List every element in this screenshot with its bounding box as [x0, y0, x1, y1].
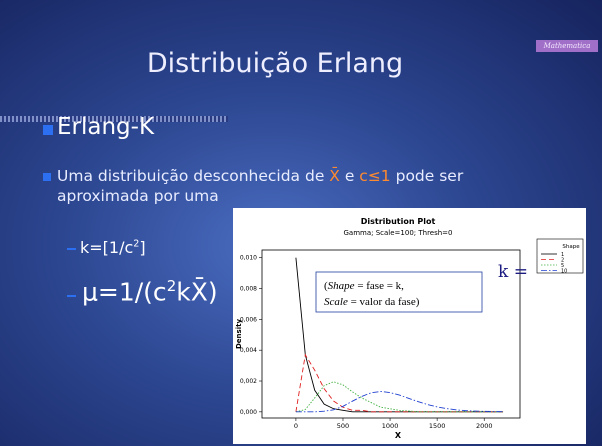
text: μ=1/(c: [82, 277, 167, 307]
text: c≤1: [359, 167, 391, 185]
text: = fase = k,: [355, 280, 405, 292]
chart-title: Distribution Plot: [361, 217, 436, 226]
text: 2: [166, 277, 177, 295]
chart-panel: [233, 208, 586, 444]
bullet-marker: [43, 125, 53, 135]
chart: Distribution Plot Gamma; Scale=100; Thre…: [233, 208, 586, 444]
annotation-box: [315, 271, 483, 313]
text: (: [324, 280, 328, 292]
side-note: k =: [498, 262, 528, 282]
sub-bullet: k=[1/c2]: [80, 238, 146, 257]
bullet: Erlang-K: [57, 114, 155, 140]
y-axis-label: Density: [235, 319, 243, 349]
slide-title: Distribuição Erlang: [146, 48, 404, 79]
legend-label: 2: [561, 258, 564, 264]
x-axis-label: X: [395, 431, 402, 440]
y-tick-label: 0,008: [240, 286, 257, 293]
y-tick-label: 0,004: [240, 347, 257, 354]
chart-subtitle: Gamma; Scale=100; Thresh=0: [343, 229, 452, 237]
x-tick-label: 1500: [429, 422, 446, 430]
sub-bullet-marker: [67, 248, 76, 250]
x-tick-label: 500: [337, 422, 349, 430]
series-line: [295, 381, 504, 413]
sub-bullet-marker: [67, 295, 76, 297]
legend-label: 5: [561, 263, 564, 269]
text: kX̄): [176, 277, 218, 307]
legend-label: 10: [561, 269, 567, 275]
y-tick-label: 0,010: [240, 255, 257, 262]
stripe: [0, 116, 228, 122]
legend-label: 1: [561, 252, 564, 258]
text: 2: [133, 238, 140, 250]
annotation: (Shape = fase = k,: [324, 280, 404, 292]
y-tick-label: 0,000: [240, 409, 257, 416]
text: = valor da fase): [348, 296, 420, 308]
legend-box: [536, 238, 584, 274]
legend-title: Shape: [562, 244, 580, 250]
x-tick-label: 2000: [476, 422, 493, 430]
y-tick-label: 0,002: [240, 378, 257, 385]
annotation: Scale = valor da fase): [324, 296, 420, 308]
sub-bullet: μ=1/(c2kX̄): [82, 277, 218, 306]
text: X̄: [329, 167, 340, 185]
y-tick-label: 0,006: [240, 316, 257, 323]
text: ]: [139, 238, 146, 257]
text: pode ser aproximada por uma: [57, 167, 464, 205]
text: Scale: [324, 296, 348, 308]
text: Shape: [328, 280, 355, 292]
text: Uma distribuição desconhecida de: [57, 167, 330, 185]
bullet-marker: [43, 173, 51, 181]
x-tick-label: 0: [294, 422, 298, 430]
text: e: [339, 167, 360, 185]
plot-frame: [261, 249, 521, 419]
tag: Mathematica: [536, 40, 598, 52]
x-tick-label: 1000: [382, 422, 399, 430]
text: k=[1/c: [80, 238, 134, 257]
series-line: [295, 391, 504, 413]
bullet: Uma distribuição desconhecida de X̄ e c≤…: [57, 166, 507, 206]
